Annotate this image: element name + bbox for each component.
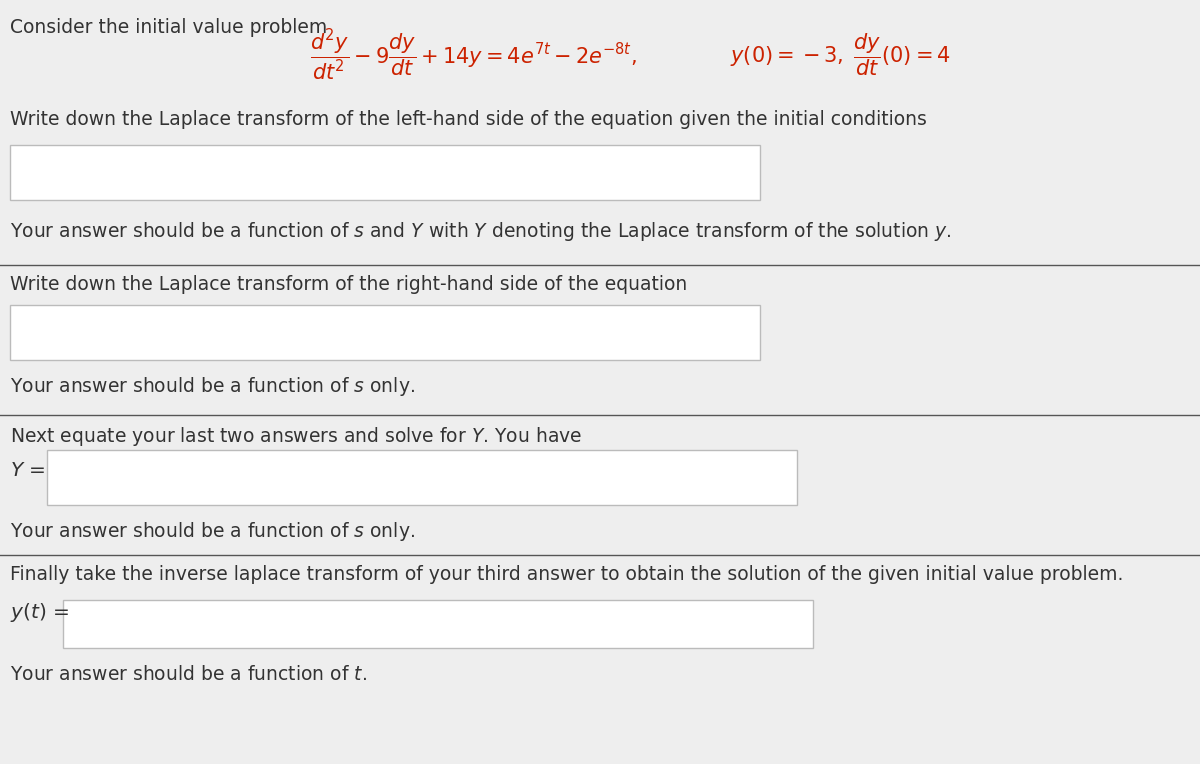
Text: $\dfrac{d^2y}{dt^2} - 9\dfrac{dy}{dt} + 14y = 4e^{7t} - 2e^{-8t},$: $\dfrac{d^2y}{dt^2} - 9\dfrac{dy}{dt} + … <box>310 28 637 83</box>
Text: Finally take the inverse laplace transform of your third answer to obtain the so: Finally take the inverse laplace transfo… <box>10 565 1123 584</box>
FancyBboxPatch shape <box>10 305 760 360</box>
Text: Write down the Laplace transform of the right-hand side of the equation: Write down the Laplace transform of the … <box>10 275 688 294</box>
Text: Next equate your last two answers and solve for $Y$. You have: Next equate your last two answers and so… <box>10 425 582 448</box>
Text: Consider the initial value problem: Consider the initial value problem <box>10 18 328 37</box>
Text: Your answer should be a function of $s$ and $Y$ with $Y$ denoting the Laplace tr: Your answer should be a function of $s$ … <box>10 220 952 243</box>
Text: Your answer should be a function of $t$.: Your answer should be a function of $t$. <box>10 665 367 684</box>
Text: $y(0) = -3,\; \dfrac{dy}{dt}(0) = 4$: $y(0) = -3,\; \dfrac{dy}{dt}(0) = 4$ <box>730 32 950 78</box>
Text: Your answer should be a function of $s$ only.: Your answer should be a function of $s$ … <box>10 520 415 543</box>
FancyBboxPatch shape <box>47 450 797 505</box>
Text: $y(t)$ =: $y(t)$ = <box>10 601 70 623</box>
FancyBboxPatch shape <box>64 600 814 648</box>
Text: Your answer should be a function of $s$ only.: Your answer should be a function of $s$ … <box>10 375 415 398</box>
FancyBboxPatch shape <box>10 145 760 200</box>
Text: $Y$ =: $Y$ = <box>10 461 46 480</box>
Text: Write down the Laplace transform of the left-hand side of the equation given the: Write down the Laplace transform of the … <box>10 110 926 129</box>
